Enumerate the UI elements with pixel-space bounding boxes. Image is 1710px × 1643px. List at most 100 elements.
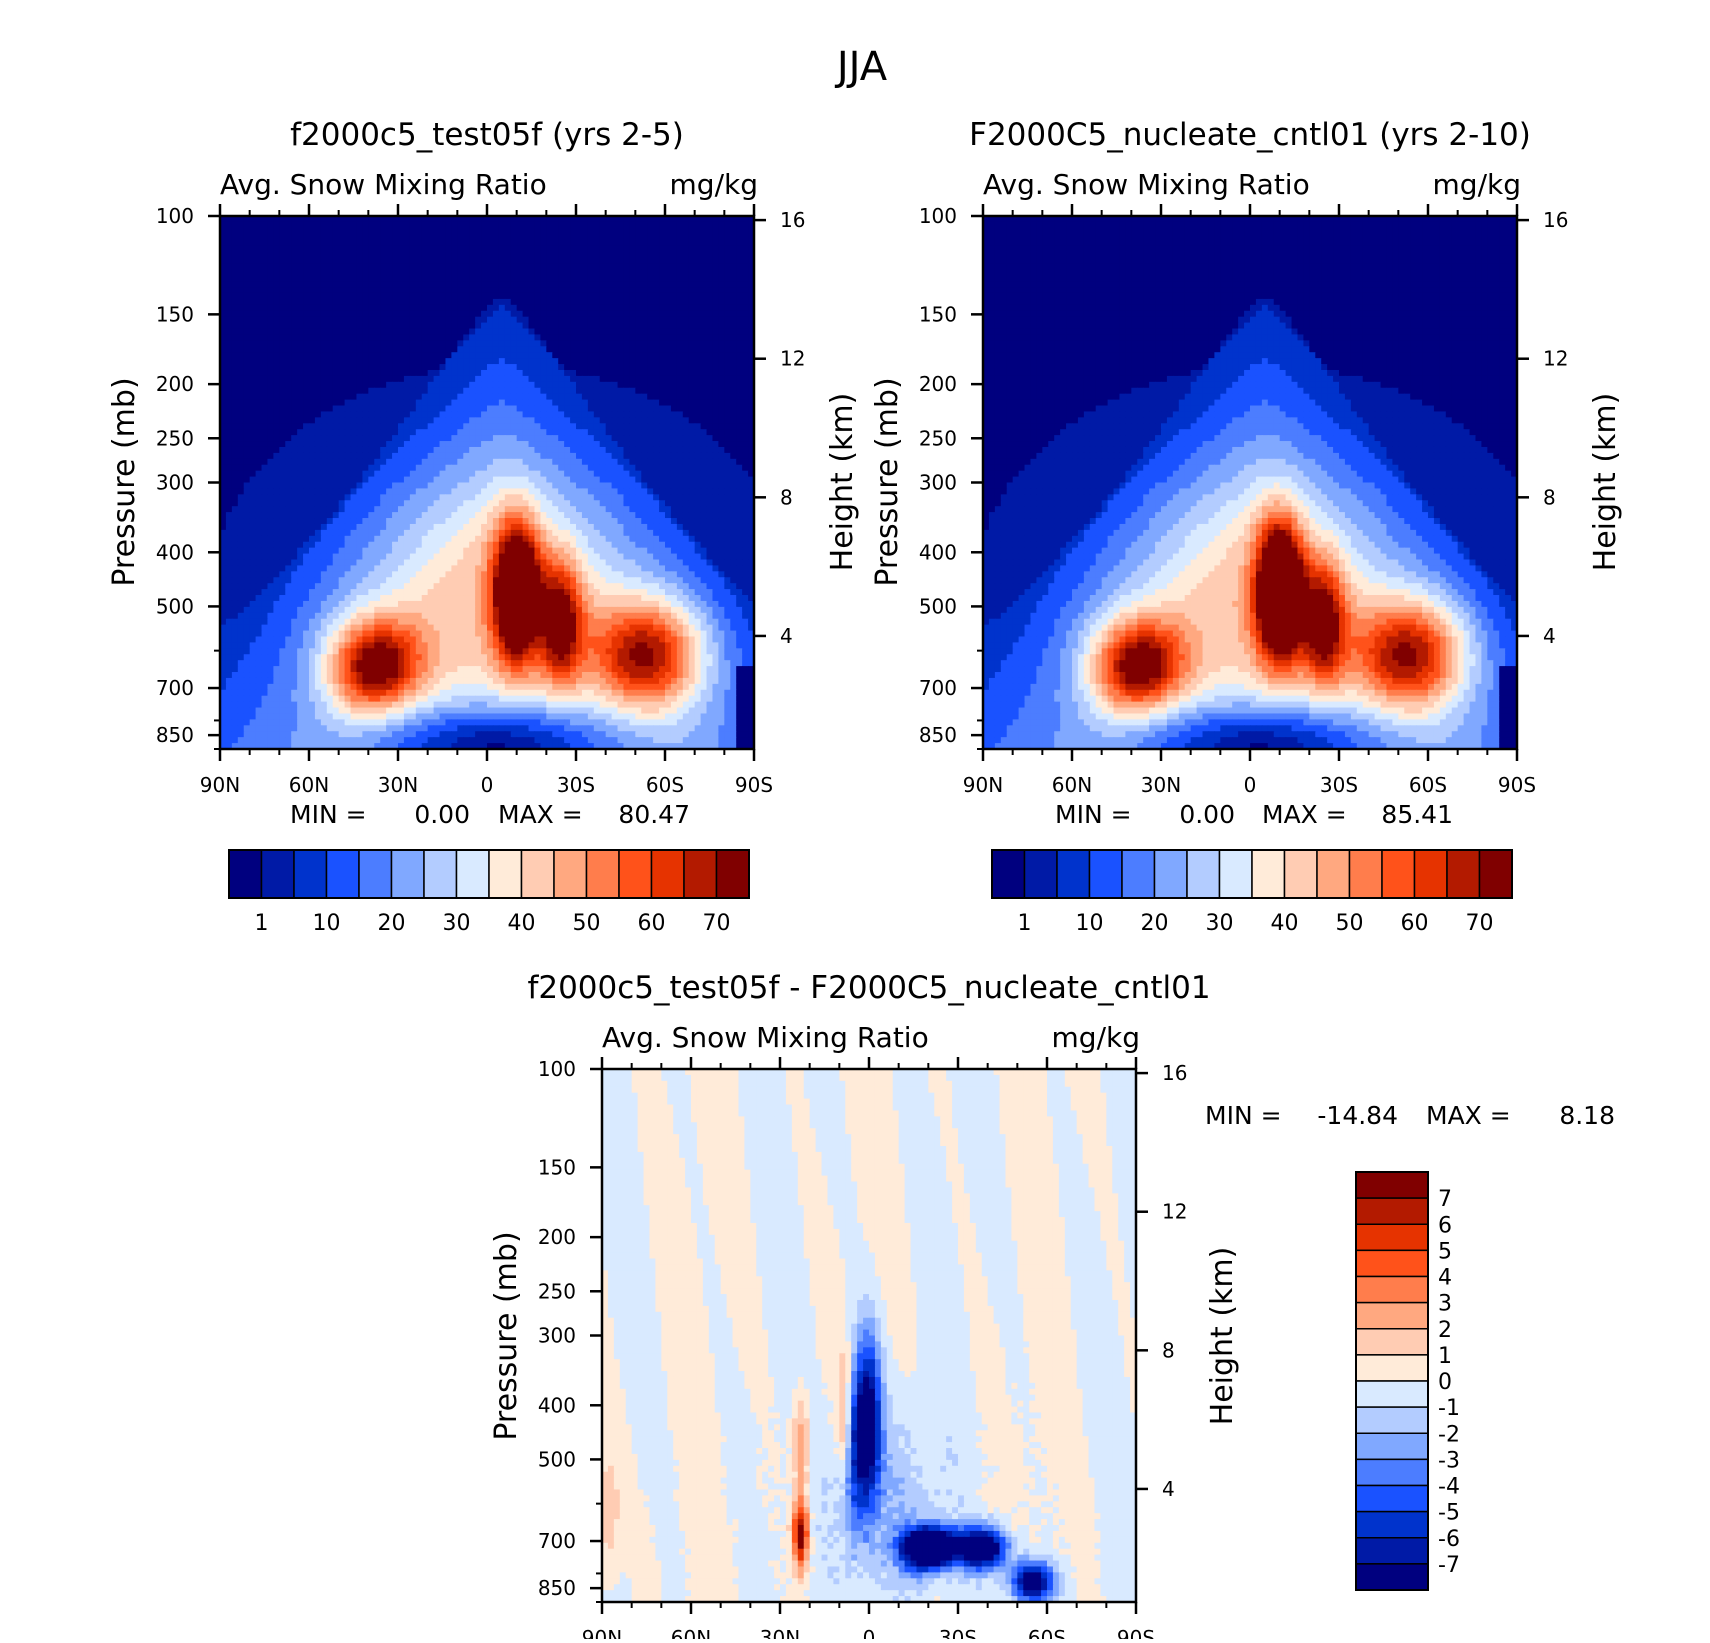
field-cell — [617, 512, 625, 519]
field-cell — [261, 346, 269, 353]
field-cell — [380, 375, 387, 383]
field-cell — [593, 257, 601, 264]
field-cell — [368, 452, 375, 460]
field-cell — [291, 346, 298, 353]
field-cell — [676, 346, 684, 353]
field-cell — [498, 387, 506, 395]
field-cell — [682, 298, 690, 306]
field-cell — [617, 405, 625, 413]
field-cell — [451, 541, 458, 549]
field-cell — [676, 423, 684, 430]
field-cell — [546, 369, 553, 377]
field-cell — [688, 216, 696, 223]
field-cell — [362, 369, 369, 377]
field-cell — [380, 340, 387, 347]
field-cell — [398, 494, 405, 501]
field-cell — [451, 358, 458, 365]
field-cell — [629, 423, 636, 430]
field-cell — [421, 488, 429, 495]
field-cell — [261, 482, 269, 490]
field-cell — [570, 257, 577, 264]
field-cell — [392, 429, 399, 436]
field-cell — [665, 346, 672, 353]
field-cell — [736, 340, 743, 347]
field-cell — [504, 405, 512, 413]
field-cell — [570, 364, 577, 371]
field-cell — [522, 518, 530, 525]
field-cell — [403, 322, 411, 330]
field-cell — [249, 512, 257, 519]
field-cell — [635, 216, 642, 223]
field-cell — [320, 257, 328, 264]
field-cell — [320, 263, 328, 270]
field-cell — [724, 446, 731, 454]
field-cell — [742, 399, 749, 407]
field-cell — [433, 488, 441, 495]
field-cell — [344, 512, 352, 519]
field-cell — [398, 364, 405, 371]
field-cell — [356, 233, 363, 241]
field-cell — [694, 523, 702, 531]
field-cell — [409, 381, 417, 389]
field-cell — [297, 216, 304, 223]
field-cell — [279, 216, 286, 223]
field-cell — [487, 512, 494, 519]
field-cell — [546, 322, 553, 330]
field-cell — [676, 458, 684, 466]
field-cell — [647, 352, 654, 359]
field-cell — [249, 494, 257, 501]
field-cell — [356, 435, 363, 442]
field-cell — [504, 476, 512, 484]
field-cell — [433, 369, 441, 377]
field-cell — [647, 506, 654, 513]
field-cell — [291, 322, 298, 330]
field-cell — [403, 364, 411, 371]
field-cell — [243, 452, 251, 460]
field-cell — [736, 512, 743, 519]
field-cell — [475, 494, 482, 501]
field-cell — [291, 405, 298, 413]
field-cell — [380, 399, 387, 407]
field-cell — [647, 358, 654, 365]
field-cell — [398, 358, 405, 365]
field-cell — [225, 429, 233, 436]
field-cell — [481, 287, 488, 294]
field-cell — [249, 216, 257, 223]
field-cell — [492, 251, 500, 259]
field-cell — [516, 464, 524, 472]
field-cell — [463, 518, 470, 525]
field-cell — [255, 423, 263, 430]
field-cell — [309, 346, 316, 353]
field-cell — [510, 334, 518, 341]
field-cell — [255, 292, 263, 300]
field-cell — [445, 304, 452, 312]
field-cell — [736, 535, 743, 543]
field-cell — [445, 275, 452, 282]
field-cell — [403, 476, 411, 484]
field-cell — [380, 316, 387, 324]
field-cell — [510, 281, 518, 288]
field-cell — [576, 423, 583, 430]
field-cell — [748, 535, 754, 543]
field-cell — [380, 292, 387, 300]
field-cell — [570, 423, 577, 430]
field-cell — [267, 452, 274, 460]
field-cell — [427, 287, 435, 294]
field-cell — [338, 287, 346, 294]
field-cell — [421, 399, 429, 407]
field-cell — [659, 512, 666, 519]
field-cell — [670, 298, 678, 306]
field-cell — [243, 464, 251, 472]
field-cell — [570, 298, 577, 306]
field-cell — [623, 500, 630, 507]
field-cell — [653, 275, 660, 282]
field-cell — [682, 369, 690, 377]
field-cell — [653, 518, 660, 525]
field-cell — [421, 381, 429, 389]
field-cell — [439, 281, 447, 288]
field-cell — [469, 292, 476, 300]
field-cell — [445, 269, 452, 276]
field-cell — [552, 281, 559, 288]
field-cell — [249, 269, 257, 276]
field-cell — [445, 263, 452, 270]
